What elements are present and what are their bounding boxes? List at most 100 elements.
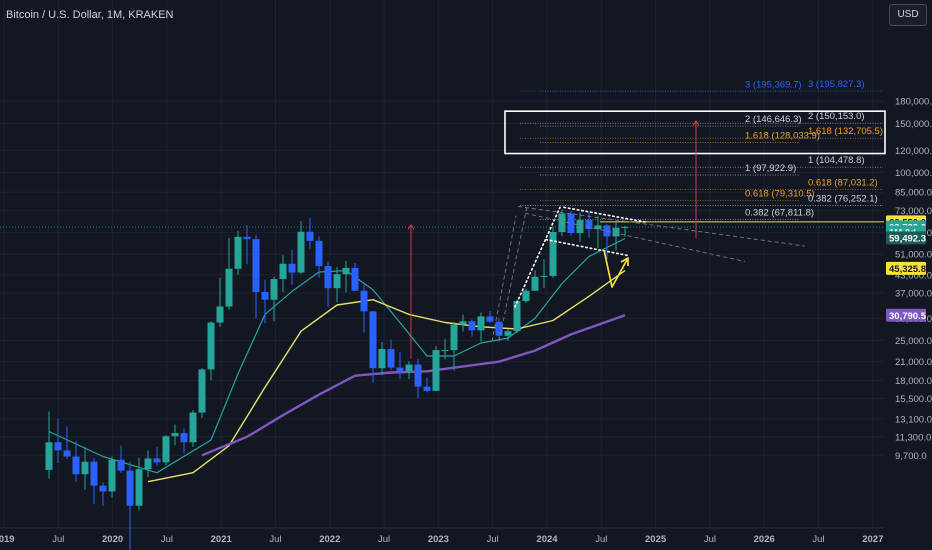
x-tick-label: Jul (269, 534, 281, 545)
candle-body (387, 349, 395, 368)
candle-body (153, 458, 161, 463)
moving-average-teal (48, 237, 626, 474)
candle-body (234, 236, 242, 269)
candle-body (198, 369, 206, 413)
trend-line-1 (517, 206, 806, 247)
price-label: 59,492.3 (889, 233, 926, 244)
y-tick-label: 11,300.0 (895, 432, 931, 443)
price-axis[interactable]: 180,000.0 150,000.0 120,000.0 100,000.0 85,0… (895, 97, 932, 462)
symbol-title: Bitcoin / U.S. Dollar, 1M, KRAKEN (6, 9, 174, 21)
x-tick-label: 2027 (862, 534, 883, 545)
candle-body (378, 349, 386, 369)
fibonacci-extensions: 3 (195,369.7) 2 (146,646.3) 1.618 (128,033… (504, 79, 886, 220)
candle-body (405, 364, 413, 372)
pennant-upper-line (563, 206, 646, 223)
candle-body (270, 279, 278, 300)
candle-body (171, 433, 179, 437)
candle-body (54, 442, 62, 451)
x-tick-label: Jul (161, 534, 173, 545)
price-label: 45,325.8 (889, 264, 926, 275)
yellow-arrow (603, 249, 629, 288)
candle-body (441, 350, 449, 352)
candle-body (45, 442, 53, 470)
x-tick-label: 2019 (0, 534, 15, 545)
candle-body (504, 331, 512, 336)
price-label: 30,790.5 (889, 311, 927, 322)
y-tick-label: 37,000.0 (895, 289, 932, 300)
candle-body (252, 239, 260, 293)
candle-body (360, 290, 368, 312)
y-tick-label: 15,500.0 (895, 394, 932, 405)
candle-body (468, 321, 476, 331)
candle-body (144, 458, 152, 470)
trend-line-4 (491, 215, 517, 342)
y-tick-label: 100,000.0 (895, 168, 932, 179)
y-tick-label: 43,000.0 (895, 270, 932, 281)
candle-body (459, 321, 467, 325)
fib-label-left: 1 (97,922.9) (745, 163, 796, 174)
y-tick-label: 180,000.0 (895, 97, 932, 108)
candle-body (72, 456, 80, 475)
candle-body (63, 450, 71, 457)
price-label-bg (886, 261, 926, 275)
pennant-lower-line (545, 238, 628, 257)
currency-button[interactable]: USD (889, 4, 927, 26)
fib-label-left: 1.618 (128,033.9) (745, 131, 820, 142)
x-tick-label: 2024 (536, 534, 558, 545)
x-tick-label: Jul (595, 534, 607, 545)
fib-label-right: 1.618 (132,705.5) (808, 126, 883, 137)
candle-body (126, 470, 134, 506)
candle-body (585, 220, 593, 230)
fib-label-left: 0.618 (79,310.5) (745, 189, 815, 200)
candle-body (333, 274, 341, 289)
price-label-bg (886, 308, 926, 322)
candle-body (432, 350, 440, 391)
y-tick-label: 9,700.0 (895, 451, 927, 462)
candle-body (513, 301, 521, 332)
candle-body (216, 306, 224, 323)
fib-label-right: 2 (150,153.0) (808, 111, 865, 122)
x-tick-label: 2023 (428, 534, 449, 545)
x-tick-label: 2021 (211, 534, 233, 545)
candle-body (531, 276, 539, 291)
candle-body (90, 461, 98, 486)
x-tick-label: Jul (487, 534, 499, 545)
candle-body (162, 436, 170, 463)
candle-body (567, 213, 575, 233)
candle-body (450, 324, 458, 351)
y-tick-label: 13,100.0 (895, 414, 932, 425)
candle-body (117, 459, 125, 471)
x-tick-label: Jul (378, 534, 390, 545)
fib-label-right: 0.618 (87,031.2) (808, 177, 878, 188)
candle-body (369, 311, 377, 369)
candle-body (522, 290, 530, 302)
time-axis[interactable]: 2019 Jul 2020 Jul 2021 Jul 2022 Jul 2023 Jul 2024 J… (0, 527, 884, 545)
candles (45, 209, 629, 550)
price-labels: 66,550.063,780.01M 0d59,492.345,325.830,… (886, 215, 927, 322)
x-tick-label: 2020 (102, 534, 123, 545)
candle-body (306, 231, 314, 241)
fib-label-left: 2 (146,646.3) (745, 114, 802, 125)
fib-label-right: 1 (104,478.8) (808, 155, 865, 166)
candle-body (603, 225, 611, 237)
candle-body (558, 213, 566, 232)
fib-label-right: 3 (195,827.3) (808, 79, 865, 90)
moving-average-purple (201, 314, 626, 457)
measure-arrow-2022-head (407, 223, 415, 230)
candle-body (279, 263, 287, 280)
candle-body (540, 275, 548, 277)
trend-line-2 (524, 212, 746, 262)
y-tick-label: 120,000.0 (895, 146, 932, 157)
candle-body (612, 227, 620, 237)
candle-body (423, 386, 431, 391)
candle-body (243, 236, 251, 240)
fib-label-right: 0.382 (76,252.1) (808, 193, 878, 204)
candle-body (486, 316, 494, 322)
candle-body (477, 316, 485, 331)
x-tick-label: 2026 (754, 534, 775, 545)
y-tick-label: 18,000.0 (895, 376, 932, 387)
candle-body (135, 469, 143, 506)
y-tick-label: 51,000.0 (895, 250, 932, 261)
